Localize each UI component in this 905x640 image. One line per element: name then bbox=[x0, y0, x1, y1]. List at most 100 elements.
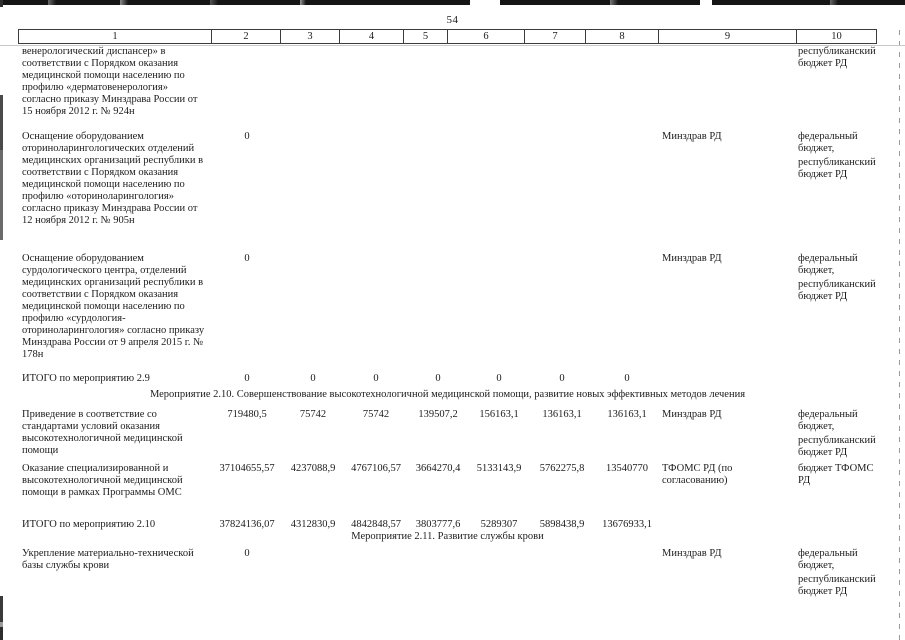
cell-funding: федеральный бюджет, республиканский бюдж… bbox=[797, 131, 877, 227]
cell-activity: Оснащение оборудованием сурдологического… bbox=[22, 253, 205, 360]
cell-value bbox=[282, 46, 344, 118]
table-row-total: ИТОГО по мероприятию 2.10 37824136,07 43… bbox=[18, 519, 877, 531]
cell-activity: Укрепление материально-технической базы … bbox=[22, 548, 194, 571]
funding-source: республиканский бюджет РД bbox=[798, 279, 876, 302]
cell-value: 136163,1 bbox=[542, 409, 582, 420]
cell-funding bbox=[797, 519, 877, 531]
cell-executor: ТФОМС РД (по согласованию) bbox=[662, 463, 733, 486]
funding-source: федеральный бюджет, bbox=[798, 253, 858, 276]
cell-activity: Приведение в соответствие со стандартами… bbox=[22, 409, 183, 456]
cell-executor: Минздрав РД bbox=[662, 548, 722, 559]
cell-value: 0 bbox=[559, 373, 565, 384]
cell-executor: Минздрав РД bbox=[662, 131, 722, 142]
cell-activity: венерологический диспансер» в соответств… bbox=[22, 46, 198, 117]
section-heading: Мероприятие 2.11. Развитие службы крови bbox=[351, 531, 544, 542]
cell-value bbox=[408, 253, 468, 361]
table-header-cell: 7 bbox=[525, 29, 586, 44]
table-row: венерологический диспансер» в соответств… bbox=[18, 46, 877, 118]
cell-value bbox=[344, 131, 408, 227]
cell-total-label: ИТОГО по мероприятию 2.9 bbox=[22, 373, 150, 384]
table-row: Оснащение оборудованием оториноларинголо… bbox=[18, 131, 877, 227]
cell-value: 0 bbox=[373, 373, 379, 384]
section-heading: Мероприятие 2.10. Совершенствование высо… bbox=[149, 389, 746, 400]
cell-value bbox=[594, 46, 660, 118]
cell-executor: Минздрав РД bbox=[662, 409, 722, 420]
funding-source: республиканский бюджет РД bbox=[798, 574, 876, 597]
table-header-cell: 4 bbox=[340, 29, 404, 44]
cell-value: 75742 bbox=[362, 409, 390, 420]
cell-executor bbox=[660, 519, 797, 531]
table-row-total: ИТОГО по мероприятию 2.9 0 0 0 0 0 0 0 bbox=[18, 373, 877, 385]
cell-value: 0 bbox=[624, 373, 630, 384]
cell-value: 5289307 bbox=[480, 519, 518, 530]
scan-edge-artifact-right bbox=[899, 30, 900, 640]
table-header-cell: 9 bbox=[659, 29, 797, 44]
table-header-cell: 3 bbox=[281, 29, 340, 44]
cell-value: 0 bbox=[496, 373, 502, 384]
funding-source: федеральный бюджет, bbox=[798, 131, 858, 154]
cell-value bbox=[344, 253, 408, 361]
cell-value bbox=[282, 548, 344, 600]
cell-value: 0 bbox=[244, 373, 250, 384]
cell-value bbox=[282, 253, 344, 361]
cell-value: 0 bbox=[244, 131, 250, 142]
cell-value bbox=[530, 253, 594, 361]
cell-value: 0 bbox=[435, 373, 441, 384]
cell-value bbox=[468, 548, 530, 600]
table-header-cell: 10 bbox=[797, 29, 877, 44]
cell-funding: федеральный бюджет, республиканский бюдж… bbox=[797, 548, 877, 600]
cell-value bbox=[530, 548, 594, 600]
cell-value: 5898438,9 bbox=[539, 519, 585, 530]
funding-source: бюджет ТФОМС РД bbox=[798, 463, 874, 486]
horizontal-rule bbox=[0, 45, 905, 46]
cell-value: 4237088,9 bbox=[290, 463, 336, 474]
cell-value bbox=[594, 253, 660, 361]
cell-value: 3664270,4 bbox=[415, 463, 461, 474]
table-header-cell: 2 bbox=[212, 29, 281, 44]
cell-value bbox=[408, 548, 468, 600]
cell-executor bbox=[660, 46, 797, 118]
cell-value bbox=[344, 548, 408, 600]
funding-source: федеральный бюджет, bbox=[798, 409, 858, 432]
scan-edge-artifact-top bbox=[0, 0, 905, 5]
cell-value bbox=[468, 46, 530, 118]
cell-value: 719480,5 bbox=[227, 409, 267, 420]
page-number: 54 bbox=[446, 14, 459, 26]
cell-value bbox=[408, 46, 468, 118]
cell-value: 37104655,57 bbox=[219, 463, 275, 474]
table-header-cell: 6 bbox=[448, 29, 525, 44]
cell-value: 13676933,1 bbox=[602, 519, 652, 530]
cell-activity: Оказание специализированной и высокотехн… bbox=[22, 463, 183, 498]
cell-value: 4842848,57 bbox=[351, 519, 401, 530]
table-row: Приведение в соответствие со стандартами… bbox=[18, 409, 877, 461]
cell-value bbox=[408, 131, 468, 227]
funding-source: федеральный бюджет, bbox=[798, 548, 858, 571]
cell-funding: федеральный бюджет, республиканский бюдж… bbox=[797, 253, 877, 361]
cell-value: 4312830,9 bbox=[290, 519, 336, 530]
cell-value: 37824136,07 bbox=[219, 519, 275, 530]
cell-executor: Минздрав РД bbox=[662, 253, 722, 264]
cell-value bbox=[468, 253, 530, 361]
table-row: Оснащение оборудованием сурдологического… bbox=[18, 253, 877, 361]
cell-value bbox=[282, 131, 344, 227]
cell-value bbox=[468, 131, 530, 227]
cell-value bbox=[594, 548, 660, 600]
cell-value bbox=[530, 46, 594, 118]
cell-value: 0 bbox=[244, 548, 250, 559]
cell-value: 136163,1 bbox=[607, 409, 647, 420]
cell-value bbox=[530, 131, 594, 227]
cell-activity: Оснащение оборудованием оториноларинголо… bbox=[22, 131, 204, 226]
funding-source: республиканский бюджет РД bbox=[798, 435, 876, 458]
cell-funding bbox=[797, 373, 877, 385]
cell-value: 13540770 bbox=[606, 463, 648, 474]
table-header-cell: 5 bbox=[404, 29, 448, 44]
cell-value: 4767106,57 bbox=[351, 463, 401, 474]
cell-funding: республиканский бюджет РД bbox=[797, 46, 877, 118]
cell-value: 75742 bbox=[299, 409, 327, 420]
cell-funding: бюджет ТФОМС РД bbox=[797, 463, 877, 499]
cell-executor bbox=[660, 373, 797, 385]
cell-value bbox=[344, 46, 408, 118]
cell-value: 5133143,9 bbox=[476, 463, 522, 474]
cell-value: 0 bbox=[310, 373, 316, 384]
